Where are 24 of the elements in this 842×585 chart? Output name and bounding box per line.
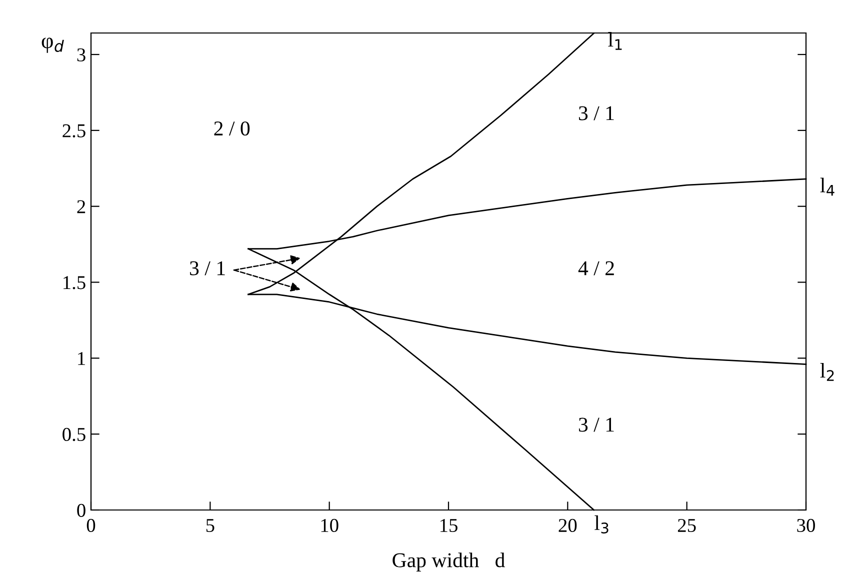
annotation: 4 / 2 [578, 261, 614, 276]
x-tick-label: 15 [440, 518, 458, 532]
y-axis-title: φ$_{d}$ [42, 38, 64, 53]
annotation: 3 / 1 [578, 106, 614, 120]
y-tick-label: 2 [77, 200, 86, 214]
legend-label: l$_{2}$ [820, 363, 834, 381]
series-label: l$_{3}$ [594, 515, 608, 534]
x-tick-label: 30 [797, 518, 815, 532]
x-tick-label: 20 [558, 518, 577, 532]
y-tick-label: 1.5 [64, 276, 86, 290]
annotation: 2 / 0 [214, 121, 250, 136]
y-tick-label: 0 [77, 504, 86, 517]
annotation: 3 / 1 [190, 261, 225, 276]
x-tick-label: 10 [321, 518, 338, 532]
y-tick-label: 1 [78, 352, 85, 365]
x-tick-label: 0 [86, 518, 96, 532]
x-tick-label: 5 [206, 519, 214, 532]
y-tick-label: 3 [77, 48, 86, 62]
series-label: l$_{4}$ [820, 178, 834, 196]
annotation: 3 / 1 [578, 418, 614, 432]
x-tick-label: 25 [678, 518, 696, 532]
y-tick-label: 0.5 [62, 428, 86, 442]
x-axis-title: Gap width d [392, 552, 505, 572]
y-tick-label: 2.5 [62, 124, 86, 138]
